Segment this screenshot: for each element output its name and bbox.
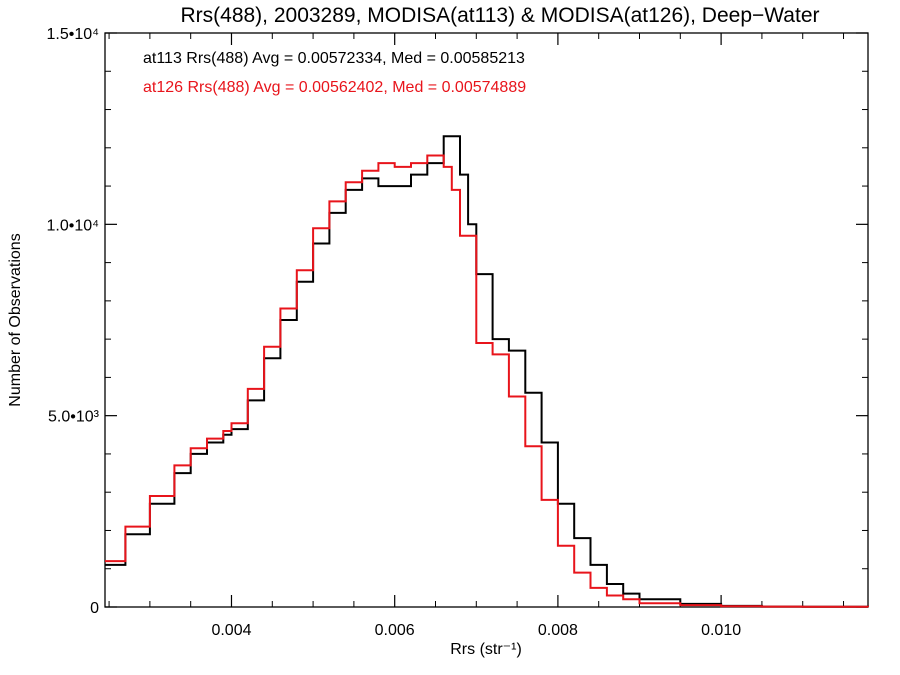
y-tick-label: 5.0•10³ <box>48 409 100 426</box>
x-tick-label: 0.004 <box>211 622 251 639</box>
x-axis-ticks: 0.004 0.006 0.008 0.010 <box>108 33 845 639</box>
legend-entry-1: at126 Rrs(488) Avg = 0.00562402, Med = 0… <box>143 79 526 96</box>
x-tick-label: 0.006 <box>375 622 415 639</box>
y-axis-ticks: 0 5.0•10³ 1.0•10⁴ 1.5•10⁴ <box>46 26 868 617</box>
x-tick-label: 0.010 <box>701 622 741 639</box>
x-tick-label: 0.008 <box>538 622 578 639</box>
y-axis-title: Number of Observations <box>7 233 24 406</box>
series-line-0 <box>105 135 869 608</box>
series-layer <box>105 135 869 608</box>
y-tick-label: 1.5•10⁴ <box>46 26 99 43</box>
legend-entry-0: at113 Rrs(488) Avg = 0.00572334, Med = 0… <box>143 50 525 67</box>
y-tick-label: 1.0•10⁴ <box>46 217 99 234</box>
y-tick-label: 0 <box>90 600 99 617</box>
x-axis-title: Rrs (str⁻¹) <box>450 641 522 658</box>
plot-frame <box>104 32 869 608</box>
chart-title: Rrs(488), 2003289, MODISA(at113) & MODIS… <box>180 4 819 27</box>
series-line-1 <box>105 154 869 608</box>
